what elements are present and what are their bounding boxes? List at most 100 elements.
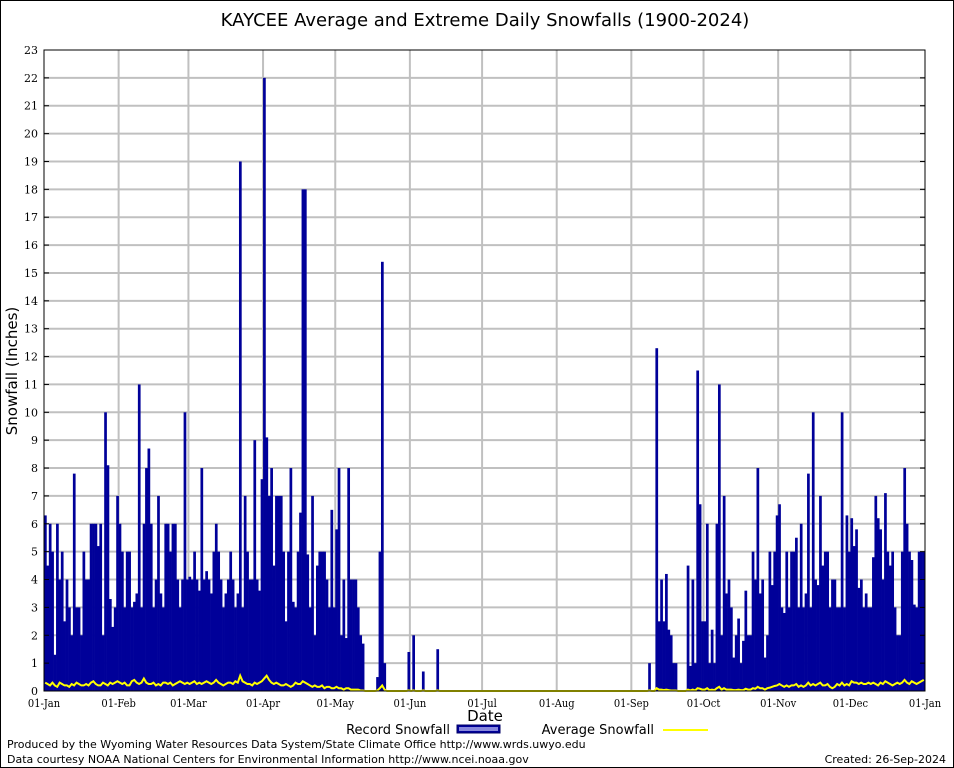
record-bar: [857, 587, 861, 691]
record-bar: [72, 473, 76, 691]
chart-title: KAYCEE Average and Extreme Daily Snowfal…: [221, 10, 750, 31]
record-bar: [219, 579, 223, 691]
record-bar: [51, 551, 54, 691]
record-bar: [77, 607, 81, 691]
record-bar: [674, 663, 678, 691]
y-tick-label: 10: [24, 406, 38, 419]
record-bar: [306, 554, 310, 691]
record-bar: [253, 440, 257, 691]
record-bar: [698, 504, 702, 691]
record-bar: [715, 523, 719, 691]
record-bar: [886, 551, 890, 691]
x-tick-label: 01-Nov: [760, 698, 796, 711]
record-bar: [145, 468, 148, 691]
record-bar: [154, 579, 158, 691]
record-bar: [308, 607, 312, 691]
record-bar: [231, 579, 235, 691]
record-bar: [809, 607, 813, 691]
x-axis-ticks: 01-Jan 01-Feb 01-Mar 01-Apr 01-May 01-Jun 01-J…: [28, 698, 941, 711]
record-bar: [761, 579, 765, 691]
plot-border: [43, 49, 926, 692]
record-bar: [323, 551, 326, 691]
record-bar: [879, 529, 882, 691]
y-tick-label: 13: [24, 323, 38, 336]
record-bar: [665, 573, 668, 691]
y-tick-label: 9: [31, 434, 38, 447]
record-bar: [210, 593, 213, 691]
record-bar: [896, 635, 899, 691]
record-bar: [811, 412, 815, 691]
record-bar: [344, 638, 348, 691]
record-bar: [337, 468, 341, 691]
record-bar: [296, 551, 300, 691]
record-bar: [135, 593, 139, 691]
record-bar: [722, 495, 726, 691]
record-bar: [96, 546, 100, 691]
record-bar: [44, 515, 47, 691]
record-bar: [739, 663, 743, 691]
record-bar: [140, 607, 143, 691]
x-tick-label: 01-Sep: [614, 698, 649, 711]
record-bar: [169, 551, 172, 691]
record-bar: [248, 579, 252, 691]
record-bar: [876, 518, 880, 691]
record-bar: [116, 495, 119, 691]
record-bar: [915, 607, 919, 691]
record-bar: [833, 579, 837, 691]
record-bar: [181, 579, 184, 691]
record-bar: [157, 495, 160, 691]
record-bar: [730, 607, 733, 691]
record-bar: [152, 607, 156, 691]
record-bar: [200, 468, 204, 691]
record-bar: [773, 551, 777, 691]
record-bar: [70, 635, 74, 691]
record-bar: [113, 607, 117, 691]
record-bar: [850, 518, 854, 691]
record-bar: [287, 551, 290, 691]
record-bar: [265, 437, 269, 691]
record-bar: [881, 579, 885, 691]
record-bar: [905, 523, 909, 691]
record-bar: [84, 579, 88, 691]
record-bar: [436, 649, 440, 691]
record-bar: [318, 551, 322, 691]
record-bar: [660, 579, 663, 691]
y-tick-label: 14: [24, 295, 38, 308]
record-bar: [691, 579, 695, 691]
record-bar: [229, 551, 233, 691]
record-bar: [118, 523, 122, 691]
record-bar: [48, 523, 52, 691]
record-bar: [710, 629, 714, 691]
record-bar: [378, 551, 382, 691]
record-bar: [903, 468, 907, 691]
record-bar: [328, 607, 331, 691]
record-bar: [80, 635, 83, 691]
record-bar: [867, 607, 870, 691]
record-bar: [720, 635, 724, 691]
record-bar: [864, 593, 868, 691]
legend-average-label: Average Snowfall: [542, 723, 654, 738]
record-bar: [171, 523, 175, 691]
record-bar: [662, 621, 666, 691]
record-bar: [744, 590, 748, 691]
record-bar: [121, 551, 124, 691]
record-bar: [821, 565, 825, 691]
record-bar: [727, 579, 731, 691]
record-bar: [123, 607, 127, 691]
record-bar: [693, 663, 697, 691]
record-bar: [795, 537, 798, 691]
record-bar: [778, 504, 781, 691]
footer-created: Created: 26-Sep-2024: [825, 753, 946, 766]
record-bar: [814, 579, 817, 691]
record-bar: [763, 657, 767, 691]
record-bar: [819, 495, 822, 691]
record-bar: [108, 599, 112, 691]
record-bar: [279, 495, 283, 691]
record-bar: [320, 551, 324, 691]
record-bar: [275, 495, 278, 691]
record-bar: [186, 579, 189, 691]
record-bar: [267, 495, 271, 691]
record-bar: [742, 640, 745, 691]
record-bar: [352, 579, 355, 691]
